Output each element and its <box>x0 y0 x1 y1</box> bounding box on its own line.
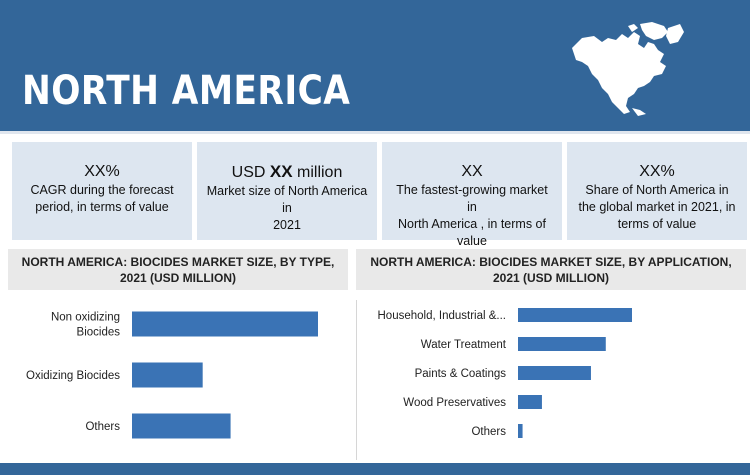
stat-description: Market size of North America in 2021 <box>206 184 368 232</box>
stat-description: The fastest-growing market in North Ameri… <box>396 183 548 248</box>
bar-2 <box>518 366 591 380</box>
chart-title-by-type: NORTH AMERICA: BIOCIDES MARKET SIZE, BY … <box>8 249 348 290</box>
category-label-1: Oxidizing Biocides <box>26 370 120 382</box>
stat-value: USD XX million <box>231 162 343 181</box>
stat-description: CAGR during the forecast period, in terms… <box>30 183 174 214</box>
chart-by-application: Household, Industrial &... Water Treatmen… <box>378 308 632 438</box>
bar-2 <box>132 413 231 439</box>
bar-0 <box>518 308 632 322</box>
bar-1 <box>132 362 203 388</box>
bar-0 <box>132 311 318 337</box>
stat-global-share: XX% Share of North America in the global … <box>567 142 747 240</box>
stat-market-size: USD XX million Market size of North Amer… <box>197 142 377 240</box>
category-label-2: Others <box>85 421 120 433</box>
north-america-map-icon <box>572 22 684 116</box>
footer-bar <box>0 463 750 475</box>
stat-fastest-growing: XX The fastest-growing market in North Am… <box>382 142 562 248</box>
category-label-2: Paints & Coatings <box>415 368 507 380</box>
page-title: NORTH AMERICA <box>22 68 351 114</box>
stat-cagr: XX% CAGR during the forecast period, in t… <box>12 142 192 240</box>
bar-4 <box>518 424 523 438</box>
stat-value: XX <box>461 163 483 180</box>
stat-value: XX% <box>639 163 675 180</box>
stat-description: Share of North America in the global mark… <box>578 183 736 231</box>
category-label-0: Household, Industrial &... <box>378 310 507 322</box>
header-banner: NORTH AMERICA <box>0 0 750 134</box>
category-label-4: Others <box>471 426 506 438</box>
category-label-0: Non oxidizing Biocides <box>51 312 120 339</box>
bar-3 <box>518 395 542 409</box>
category-label-1: Water Treatment <box>421 339 507 351</box>
chart-title-by-application: NORTH AMERICA: BIOCIDES MARKET SIZE, BY … <box>356 249 746 290</box>
chart-by-type: Non oxidizing Biocides Oxidizing Biocides O… <box>26 311 318 439</box>
stat-value: XX% <box>84 163 120 180</box>
category-label-3: Wood Preservatives <box>403 397 506 409</box>
bar-1 <box>518 337 606 351</box>
chart-divider <box>356 300 357 460</box>
